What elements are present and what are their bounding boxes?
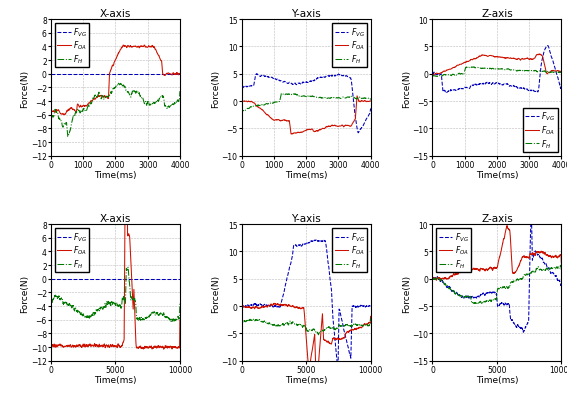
Legend: $F_{VG}$, $F_{OA}$, $F_{H}$: $F_{VG}$, $F_{OA}$, $F_{H}$	[55, 24, 90, 68]
Legend: $F_{VG}$, $F_{OA}$, $F_{H}$: $F_{VG}$, $F_{OA}$, $F_{H}$	[332, 229, 367, 273]
X-axis label: Time(ms): Time(ms)	[476, 375, 518, 385]
X-axis label: Time(ms): Time(ms)	[285, 375, 327, 385]
Title: Y-axis: Y-axis	[291, 9, 321, 19]
Legend: $F_{VG}$, $F_{OA}$, $F_{H}$: $F_{VG}$, $F_{OA}$, $F_{H}$	[55, 229, 90, 273]
X-axis label: Time(ms): Time(ms)	[94, 375, 137, 385]
Title: Z-axis: Z-axis	[481, 9, 513, 19]
Y-axis label: Force(N): Force(N)	[20, 274, 29, 312]
Title: X-axis: X-axis	[100, 214, 131, 224]
X-axis label: Time(ms): Time(ms)	[476, 171, 518, 180]
Y-axis label: Force(N): Force(N)	[211, 69, 220, 107]
Title: Z-axis: Z-axis	[481, 214, 513, 224]
Title: X-axis: X-axis	[100, 9, 131, 19]
Y-axis label: Force(N): Force(N)	[20, 69, 29, 107]
X-axis label: Time(ms): Time(ms)	[285, 171, 327, 180]
Title: Y-axis: Y-axis	[291, 214, 321, 224]
Y-axis label: Force(N): Force(N)	[402, 274, 411, 312]
X-axis label: Time(ms): Time(ms)	[94, 171, 137, 180]
Y-axis label: Force(N): Force(N)	[402, 69, 411, 107]
Legend: $F_{VG}$, $F_{OA}$, $F_{H}$: $F_{VG}$, $F_{OA}$, $F_{H}$	[332, 24, 367, 68]
Legend: $F_{VG}$, $F_{OA}$, $F_{H}$: $F_{VG}$, $F_{OA}$, $F_{H}$	[523, 108, 557, 152]
Y-axis label: Force(N): Force(N)	[211, 274, 220, 312]
Legend: $F_{VG}$, $F_{OA}$, $F_{H}$: $F_{VG}$, $F_{OA}$, $F_{H}$	[436, 229, 471, 273]
